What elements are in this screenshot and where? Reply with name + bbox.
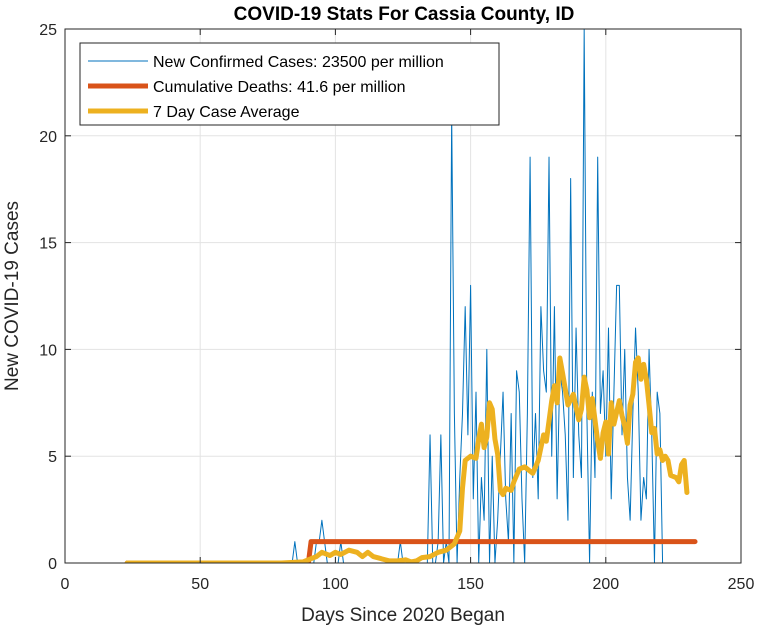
y-tick-label: 10: [39, 342, 57, 359]
series-cumulative-deaths-line: [124, 539, 698, 563]
legend: New Confirmed Cases: 23500 per million C…: [79, 42, 500, 126]
x-axis-label: Days Since 2020 Began: [301, 605, 505, 626]
y-axis-label: New COVID-19 Cases: [2, 201, 23, 391]
legend-entry-deaths: Cumulative Deaths: 41.6 per million: [153, 79, 406, 96]
legend-entry-new-cases: New Confirmed Cases: 23500 per million: [153, 54, 444, 71]
y-tick-label: 25: [39, 22, 57, 39]
x-tick-label: 250: [728, 576, 755, 593]
plot-frame: [64, 28, 742, 564]
y-tick-label: 5: [48, 449, 57, 466]
x-tick-label: 0: [61, 576, 70, 593]
x-tick-label: 50: [191, 576, 209, 593]
series-7day-average-line: [124, 355, 690, 563]
x-tick-label: 200: [592, 576, 619, 593]
y-tick-label: 0: [48, 556, 57, 573]
y-tick-label: 15: [39, 236, 57, 253]
series-new-cases-line: [126, 29, 664, 563]
x-tick-label: 150: [457, 576, 484, 593]
y-tick-label: 20: [39, 129, 57, 146]
axis-ticks: 0 50 100 150 200 250 0 5 10 15 20 25: [39, 22, 754, 593]
legend-entry-average: 7 Day Case Average: [153, 104, 300, 121]
series-layer: [124, 29, 698, 563]
legend-box: [79, 42, 500, 126]
chart-title: COVID-19 Stats For Cassia County, ID: [234, 4, 575, 25]
x-tick-label: 100: [322, 576, 349, 593]
